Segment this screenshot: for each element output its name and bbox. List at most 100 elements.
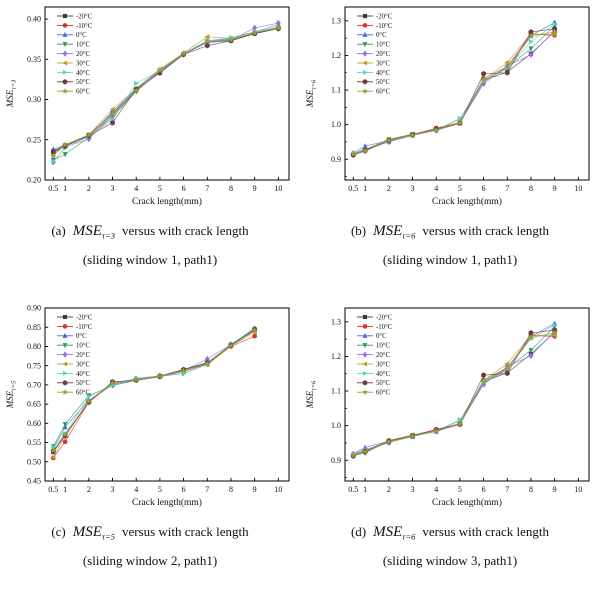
series-line [53,330,255,451]
point-marker [62,50,68,57]
y-tick-label: 1.3 [331,16,341,25]
legend-item-10°C: 10°C [57,42,91,49]
point-marker [551,28,558,35]
x-tick-label: 5 [158,184,162,193]
legend-item-50°C: 50°C [357,79,391,86]
legend-item-10°C: 10°C [57,343,91,350]
legend-label: 10°C [376,343,391,350]
legend: -20°C -10°C 0°C 10°C 20°C 30°C 40°C 50°C 60°C [57,13,93,96]
caption-line1: (d) MSEτ=6 versus with crack length [351,524,550,541]
x-tick-label: 0.5 [348,485,358,494]
x-tick-label: 4 [134,184,138,193]
point-marker [62,380,68,386]
y-axis: 0.20 0.25 0.30 0.35 0.40 [27,15,49,185]
point-marker [527,334,535,341]
x-tick-label: 9 [253,485,257,494]
legend-label: -10°C [376,324,393,331]
point-marker [51,444,57,450]
point-marker [362,324,368,329]
point-marker [432,126,440,133]
y-tick-label: 0.55 [27,438,41,447]
legend-label: 40°C [376,371,391,378]
x-tick-label: 8 [529,184,533,193]
plot-area-border [344,307,590,482]
legend-item-20°C: 20°C [357,351,391,359]
legend-item-0°C: 0°C [357,332,387,340]
caption-rest: versus with crack length [422,223,550,238]
point-marker [528,330,534,336]
point-marker [361,147,369,154]
caption-line2: (sliding window 2, path1) [82,553,218,568]
y-tick-label: 0.35 [27,55,41,64]
caption-rest: versus with crack length [422,524,550,539]
y-tick-label: 0.80 [27,342,41,351]
legend-item-0°C: 0°C [57,31,87,39]
caption-line2: (sliding window 1, path1) [382,252,518,267]
x-tick-label: 9 [553,485,557,494]
y-axis: 0.9 1.0 1.1 1.2 1.3 [331,16,349,177]
point-marker [251,29,258,36]
point-marker [528,29,534,35]
x-tick-label: 1 [363,184,367,193]
x-tick-label: 7 [505,485,509,494]
legend-label: 50°C [376,380,391,387]
point-marker [204,42,210,49]
x-tick-label: 2 [387,485,391,494]
caption-line2: (sliding window 3, path1) [382,553,518,568]
point-marker [528,46,534,52]
legend-label: -20°C [376,314,393,321]
legend-label: -20°C [376,13,393,20]
point-marker [528,39,534,45]
legend-item-20°C: 20°C [57,50,91,58]
x-axis: 0.5 1 2 3 4 5 6 7 8 9 10 Crack length(mm) [348,176,582,207]
x-axis: 0.5 1 2 3 4 5 6 7 8 9 10 Crack length(mm) [48,477,282,508]
legend-item-10°C: 10°C [357,343,391,350]
y-axis: 0.45 0.50 0.55 0.60 0.65 0.70 0.75 0.80 0.85 0.90 [27,304,49,486]
chart-svg: 0.5 1 2 3 4 5 6 7 8 9 10 Crack length(mm) 0.9 1.0 1.1 1… [305,307,590,508]
y-tick-label: 1.0 [331,421,341,430]
point-marker [361,388,369,395]
y-tick-label: 0.20 [27,176,41,185]
legend-label: -20°C [76,314,93,321]
point-marker [457,115,463,121]
point-marker [62,343,68,349]
point-marker [62,31,68,37]
x-tick-label: 5 [158,485,162,494]
legend-label: 60°C [376,89,391,96]
point-marker [362,23,368,28]
legend-label: 0°C [376,32,387,39]
legend-item-30°C: 30°C [57,361,91,368]
x-axis-title: Crack length(mm) [432,196,502,207]
legend-item-20°C: 20°C [357,50,391,58]
y-tick-label: 1.0 [331,120,341,129]
x-tick-label: 1 [63,184,67,193]
point-marker [481,71,486,77]
series-60°C [350,28,558,157]
x-tick-label: 1 [363,485,367,494]
point-marker [51,158,57,164]
point-marker [61,388,69,395]
x-tick-label: 8 [529,485,533,494]
point-marker [552,322,558,328]
legend-label: 30°C [376,361,391,368]
x-tick-label: 10 [274,485,282,494]
point-marker [62,70,68,75]
legend-item--20°C: -20°C [57,13,93,20]
x-tick-label: 0.5 [348,184,358,193]
legend-item-60°C: 60°C [57,388,91,397]
point-marker [361,87,369,94]
point-marker [362,50,368,57]
point-marker [61,141,69,148]
y-tick-label: 1.2 [331,51,341,60]
legend-label: 0°C [76,32,87,39]
x-tick-label: 7 [205,485,209,494]
point-marker [504,370,510,377]
point-marker [385,136,393,143]
point-marker [62,60,68,66]
y-tick-label: 1.1 [331,86,341,95]
series-60°C [50,326,258,453]
y-axis-title: MSEτ=5 [5,380,17,409]
y-tick-label: 1.2 [331,352,341,361]
point-marker [109,106,115,112]
